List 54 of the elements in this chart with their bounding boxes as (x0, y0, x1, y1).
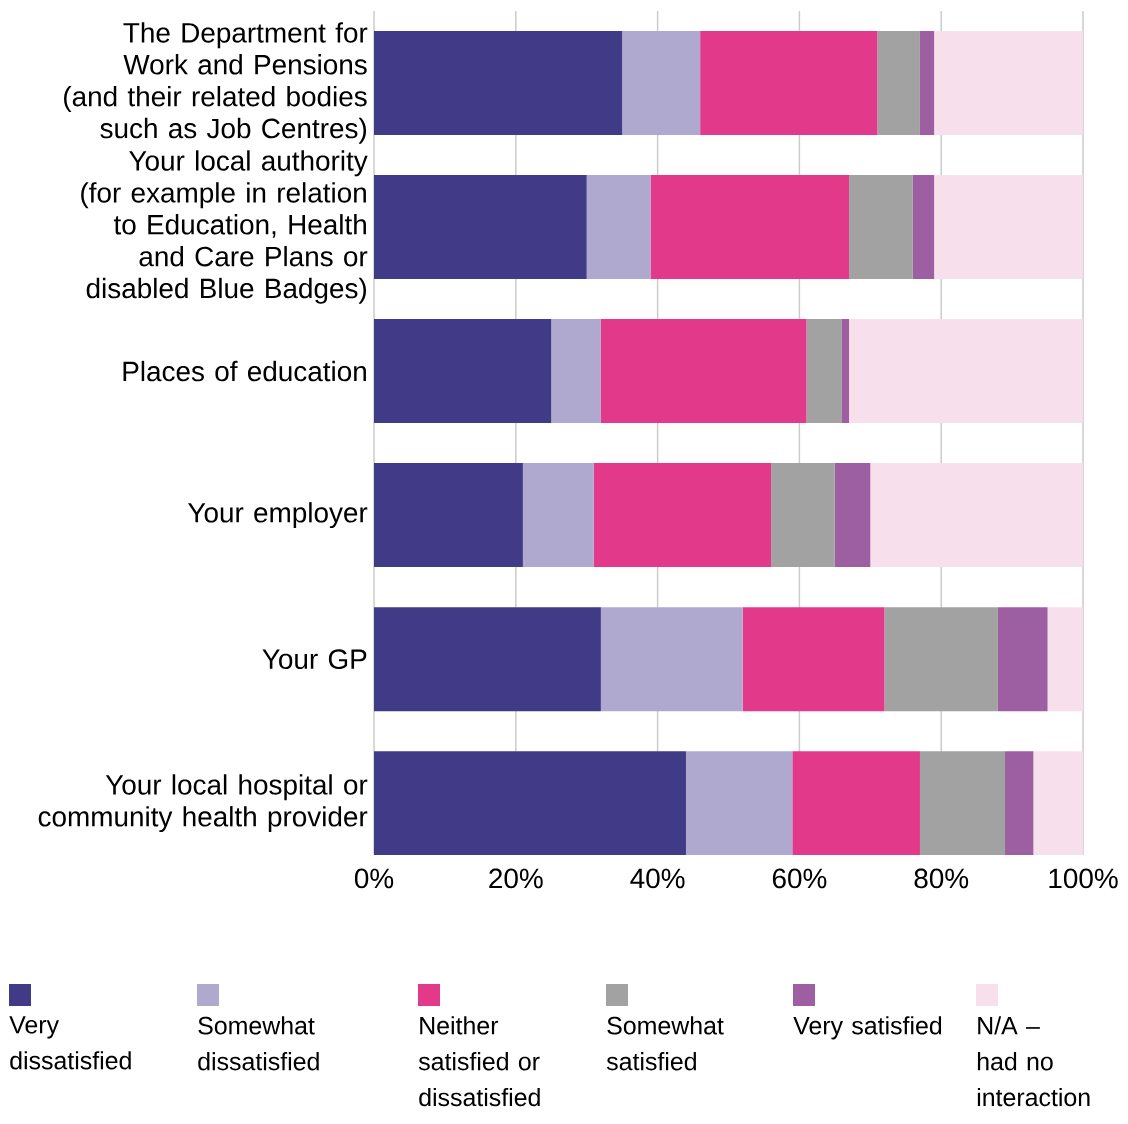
legend-label: Neither satisfied or dissatisfied (418, 1016, 540, 1107)
y-tick-label: The Department for Work and Pensions (and their related bodies such as Job Centres) (64, 22, 368, 144)
y-tick-label: Your local hospital or community health provider (38, 774, 368, 833)
legend-label: Somewhat dissatisfied (198, 1016, 319, 1071)
bar (593, 463, 772, 568)
bar (700, 31, 878, 136)
bar (919, 751, 1006, 856)
bar (374, 31, 623, 136)
bar (934, 175, 1084, 280)
bar (934, 31, 1084, 136)
bar (919, 31, 935, 136)
bar (1047, 607, 1084, 712)
y-tick-label: Places of education (123, 360, 366, 382)
bar (849, 175, 913, 280)
x-tick-label: 100% (1049, 868, 1118, 889)
bar (374, 175, 587, 280)
bar (374, 319, 552, 424)
bar (771, 463, 835, 568)
bar (997, 607, 1048, 712)
bar (374, 607, 601, 712)
bar (374, 463, 523, 568)
bar (650, 175, 850, 280)
x-tick-label: 0% (354, 868, 394, 889)
bar (877, 31, 920, 136)
bar (742, 607, 885, 712)
bar (1005, 751, 1034, 856)
y-tick-label: Your GP (262, 649, 367, 670)
x-tick-label: 60% (772, 868, 827, 889)
legend-label: Very dissatisfied (9, 1016, 131, 1070)
bar (685, 751, 793, 856)
bar (884, 607, 998, 712)
bar (600, 319, 807, 424)
bar (374, 751, 686, 856)
bar (834, 463, 871, 568)
x-tick-label: 20% (489, 868, 543, 889)
bar (841, 319, 850, 424)
bar (522, 463, 594, 568)
legend-label: Somewhat satisfied (606, 1016, 724, 1071)
legend-label: Very satisfied (793, 1016, 942, 1040)
bar (622, 31, 701, 136)
bar (849, 319, 1084, 424)
y-tick-label: Your local authority (for example in relation to Education, Health and Care Plans or disabled Blue Badges) (81, 150, 368, 304)
bar (912, 175, 935, 280)
y-tick-label: Your employer (188, 502, 368, 529)
bar (870, 463, 1084, 568)
bar (1033, 751, 1084, 856)
bar (792, 751, 920, 856)
bar (586, 175, 651, 280)
bar (600, 607, 743, 712)
legend-label: N/A – had no interaction (977, 1016, 1090, 1107)
bar (551, 319, 601, 424)
x-tick-label: 80% (914, 868, 969, 889)
bar (806, 319, 842, 424)
x-tick-label: 40% (630, 868, 685, 889)
